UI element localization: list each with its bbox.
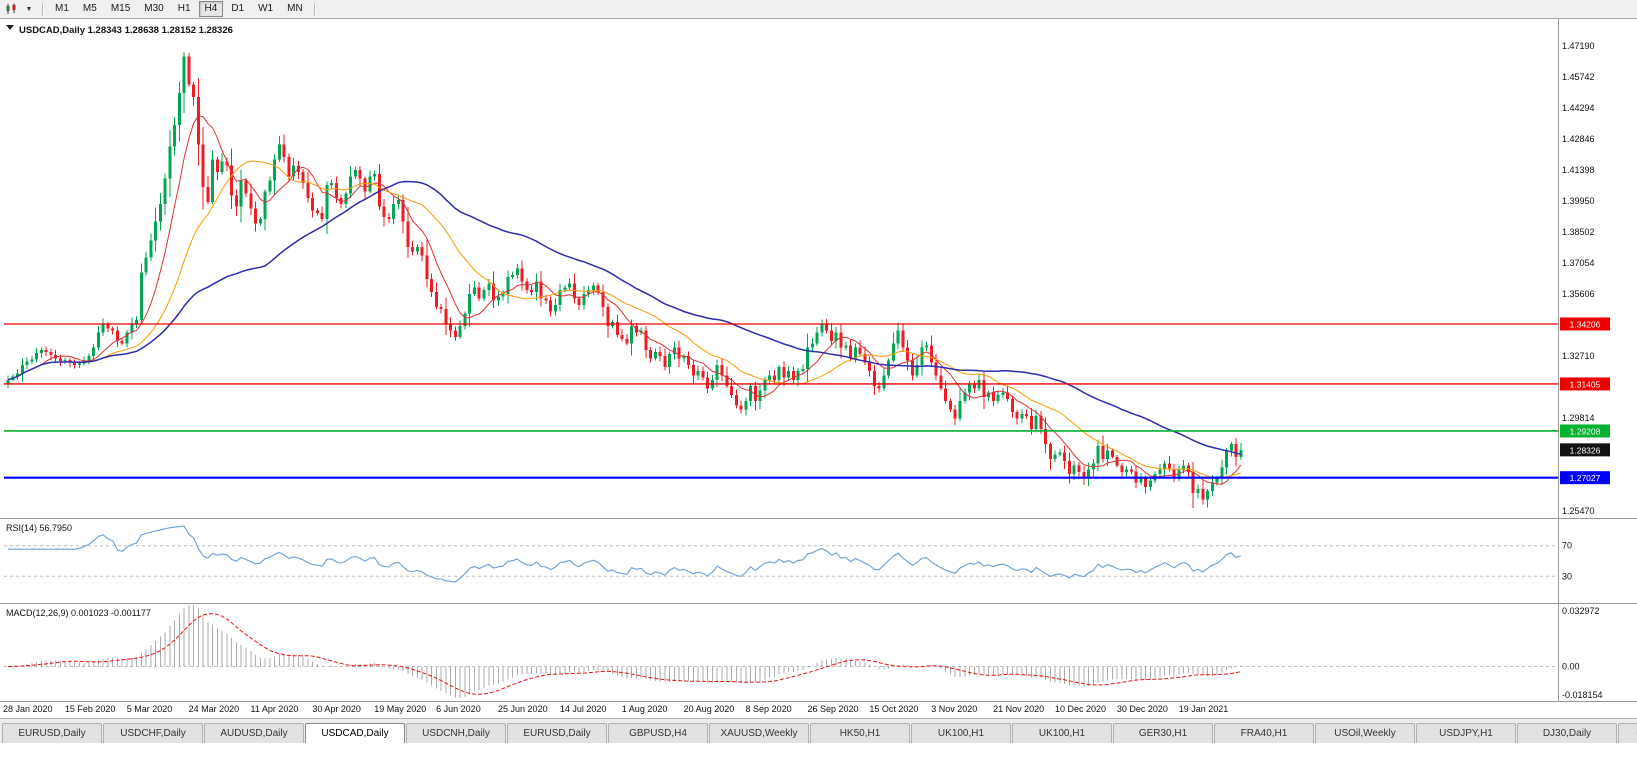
chart-tab-gbpusd-h4[interactable]: GBPUSD,H4 [608,723,708,743]
date-label: 24 Mar 2020 [188,704,240,714]
main-price-chart[interactable]: 1.47190 1.45742 1.44294 1.42846 1.41398 1.399… [0,19,1637,518]
chart-tab-audusd-daily[interactable]: AUDUSD,Daily [204,723,304,743]
chart-tab-hk50-h1[interactable]: HK50,H1 [810,723,910,743]
timeframe-button-m15[interactable]: M15 [110,3,131,14]
svg-text:1.32710: 1.32710 [1562,351,1595,361]
svg-text:1.41398: 1.41398 [1562,165,1595,175]
chart-tab-china300-h1[interactable]: CHINA300,H1 [1618,723,1637,743]
date-label: 20 Aug 2020 [683,704,735,714]
svg-text:1.38502: 1.38502 [1562,227,1595,237]
current-price-badge [1560,443,1610,457]
rsi-indicator-pane[interactable]: 70 30 RSI(14) 56.7950 [0,518,1637,603]
svg-text:1.31405: 1.31405 [1570,379,1601,389]
hline-badge-1.27027 [1560,471,1610,485]
timeframe-button-h1[interactable]: H1 [177,3,191,14]
rsi-title: RSI(14) 56.7950 [6,523,72,533]
svg-text:1.37054: 1.37054 [1562,258,1595,268]
svg-text:1.25470: 1.25470 [1562,506,1595,516]
chart-tab-usdcad-daily[interactable]: USDCAD,Daily [305,723,405,743]
date-label: 30 Apr 2020 [312,704,361,714]
svg-text:1.28326: 1.28326 [1570,445,1601,455]
date-label: 3 Nov 2020 [931,704,978,714]
svg-text:70: 70 [1562,541,1572,551]
date-label: 6 Jun 2020 [436,704,481,714]
chart-tab-xauusd-weekly[interactable]: XAUUSD,Weekly [709,723,809,743]
macd-signal-line [7,613,1241,695]
svg-text:1.44294: 1.44294 [1562,103,1595,113]
date-axis[interactable]: 28 Jan 2020 15 Feb 2020 5 Mar 2020 24 Mar 2… [0,701,1637,718]
svg-text:0.00: 0.00 [1562,662,1580,672]
date-label: 25 Jun 2020 [498,704,548,714]
timeframe-button-m5[interactable]: M5 [82,3,97,14]
bottom-filler [0,743,1637,774]
ma-medium-line [7,160,1241,479]
chart-tab-eurusd-daily[interactable]: EURUSD,Daily [2,723,102,743]
date-label: 10 Dec 2020 [1054,704,1106,714]
svg-text:-0.018154: -0.018154 [1562,690,1603,700]
date-label: 15 Oct 2020 [869,704,919,714]
date-label: 21 Nov 2020 [993,704,1045,714]
svg-text:0.032972: 0.032972 [1562,606,1600,616]
timeframe-buttons: M1 M5 M15 M30 H1 H4 D1 W1 MN [48,1,310,17]
date-label: 1 Aug 2020 [621,704,668,714]
candles [6,51,1243,508]
date-label: 19 May 2020 [374,704,427,714]
timeframe-button-w1[interactable]: W1 [258,3,274,14]
chart-tab-eurusd-daily[interactable]: EURUSD,Daily [507,723,607,743]
svg-text:1.29814: 1.29814 [1562,413,1595,423]
macd-histogram [12,604,1242,698]
chart-tab-ger30-h1[interactable]: GER30,H1 [1113,723,1213,743]
chart-tab-usoil-weekly[interactable]: USOil,Weekly [1315,723,1415,743]
hline-badge-1.34206 [1560,317,1610,331]
svg-text:1.39950: 1.39950 [1562,196,1595,206]
rsi-line [8,525,1242,583]
hline-badge-1.29208 [1560,424,1610,438]
chart-tab-usdchf-daily[interactable]: USDCHF,Daily [103,723,203,743]
macd-indicator-pane[interactable]: 0.032972 0.00 -0.018154 MACD(12,26,9) 0.001… [0,603,1637,701]
timeframe-button-h4[interactable]: H4 [198,1,224,17]
dropdown-arrow-icon[interactable]: ▼ [25,5,33,13]
date-label: 8 Sep 2020 [745,704,792,714]
svg-text:1.47190: 1.47190 [1562,41,1595,51]
svg-text:1.27027: 1.27027 [1570,473,1601,483]
svg-text:1.35606: 1.35606 [1562,289,1595,299]
macd-title: MACD(12,26,9) 0.001023 -0.001177 [6,608,151,618]
timeframe-button-d1[interactable]: D1 [231,3,245,14]
date-label: 19 Jan 2021 [1178,704,1229,714]
chart-tab-bar: EURUSD,Daily USDCHF,Daily AUDUSD,Daily USDC… [0,718,1637,743]
svg-text:1.45742: 1.45742 [1562,72,1595,82]
chart-tab-usdjpy-h1[interactable]: USDJPY,H1 [1416,723,1516,743]
svg-text:1.34206: 1.34206 [1570,319,1601,329]
candlestick-chart-icon[interactable] [3,2,19,16]
timeframe-button-m30[interactable]: M30 [144,3,164,14]
date-label: 14 Jul 2020 [559,704,607,714]
chart-tab-uk100-h1[interactable]: UK100,H1 [911,723,1011,743]
timeframe-button-m1[interactable]: M1 [55,3,69,14]
toolbar-separator [42,2,44,16]
chart-title: USDCAD,Daily 1.28343 1.28638 1.28152 1.2… [19,25,233,36]
ma-fast-line [7,115,1242,485]
chart-tab-usdcnh-daily[interactable]: USDCNH,Daily [406,723,506,743]
date-label: 28 Jan 2020 [3,704,53,714]
date-label: 5 Mar 2020 [126,704,173,714]
date-label: 15 Feb 2020 [64,704,116,714]
ma-slow-line [7,180,1241,456]
chart-tab-uk100-h1[interactable]: UK100,H1 [1012,723,1112,743]
date-label: 11 Apr 2020 [250,704,299,714]
hline-badge-1.31405 [1560,377,1610,391]
timeframe-button-mn[interactable]: MN [287,3,303,14]
svg-text:1.42846: 1.42846 [1562,134,1595,144]
chart-tab-dj30-daily[interactable]: DJ30,Daily [1517,723,1617,743]
svg-text:1.29208: 1.29208 [1570,426,1601,436]
svg-text:30: 30 [1562,571,1572,581]
date-label: 26 Sep 2020 [807,704,859,714]
timeframe-toolbar: ▼ M1 M5 M15 M30 H1 H4 D1 W1 MN [0,0,1637,19]
date-label: 30 Dec 2020 [1116,704,1168,714]
chart-tab-fra40-h1[interactable]: FRA40,H1 [1214,723,1314,743]
chart-collapse-arrow-icon[interactable] [6,25,14,30]
toolbar-separator [313,2,316,16]
